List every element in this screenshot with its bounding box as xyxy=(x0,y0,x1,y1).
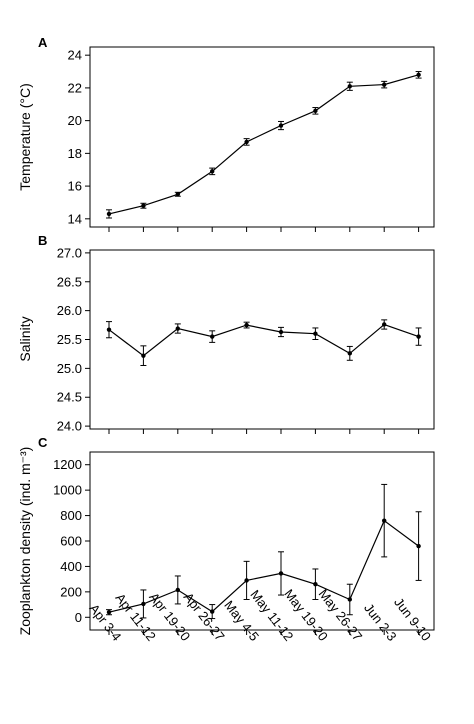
data-point-c xyxy=(175,587,180,593)
data-point-c xyxy=(106,610,112,615)
y-tick-label-a: 16 xyxy=(68,179,82,194)
y-tick-label-b: 24.0 xyxy=(57,419,82,434)
data-point-c xyxy=(278,571,284,576)
y-tick-label-b: 24.5 xyxy=(57,390,82,405)
data-point-c xyxy=(141,601,146,607)
data-point-a xyxy=(382,82,387,87)
data-point-a xyxy=(210,169,215,174)
y-axis-label-b: Salinity xyxy=(17,316,33,361)
y-tick-label-c: 600 xyxy=(60,534,82,549)
y-ticks-a: 14 16 18 20 22 24 xyxy=(68,48,420,232)
y-tick-label-c: 800 xyxy=(60,508,82,523)
data-point-a xyxy=(347,84,352,89)
panel-letter-b: B xyxy=(38,233,47,248)
series-c xyxy=(106,483,422,620)
panel-letter-c: C xyxy=(38,435,48,450)
data-point-c xyxy=(313,582,318,587)
panel-a: A Temperature (°C) 14 16 18 20 22 24 xyxy=(17,35,435,232)
y-ticks-b: 24.0 24.5 25.0 25.5 26.0 26.5 27.0 xyxy=(57,245,420,434)
y-tick-label-a: 24 xyxy=(68,48,82,63)
y-tick-label-b: 25.5 xyxy=(57,332,82,347)
data-point-a xyxy=(313,108,318,114)
series-b xyxy=(106,319,422,366)
data-point-c xyxy=(416,543,421,549)
data-point-b xyxy=(416,334,421,339)
data-point-b xyxy=(210,334,215,339)
data-point-b xyxy=(347,351,352,356)
data-point-c xyxy=(210,609,215,614)
x-category-label: Jun 9-10 xyxy=(391,595,434,644)
data-point-b xyxy=(175,326,180,331)
y-axis-label-c: Zooplankton density (ind. m⁻³) xyxy=(17,447,33,636)
series-a xyxy=(106,71,422,219)
plot-frame-a xyxy=(89,46,435,228)
y-tick-label-c: 1000 xyxy=(53,483,82,498)
data-point-b xyxy=(244,322,249,328)
data-point-a xyxy=(175,192,180,197)
data-point-c xyxy=(244,578,249,583)
data-point-b xyxy=(382,322,387,327)
panel-c: C Zooplankton density (ind. m⁻³) 0 200 400… xyxy=(17,435,435,636)
plot-frame-b xyxy=(89,249,435,430)
y-axis-label-a: Temperature (°C) xyxy=(17,83,33,191)
data-point-a xyxy=(244,139,249,145)
data-point-a xyxy=(278,123,284,128)
data-point-c xyxy=(382,518,387,523)
y-tick-label-c: 200 xyxy=(60,584,82,599)
data-point-a xyxy=(416,72,421,78)
panel-letter-a: A xyxy=(38,35,48,50)
y-tick-label-b: 25.0 xyxy=(57,361,82,376)
y-tick-label-a: 20 xyxy=(68,113,82,128)
y-tick-label-c: 1200 xyxy=(53,457,82,472)
y-tick-label-a: 18 xyxy=(68,146,82,161)
data-point-a xyxy=(141,203,146,208)
series-line-b xyxy=(108,323,419,357)
series-line-a xyxy=(108,74,419,215)
data-point-c xyxy=(347,597,352,602)
y-tick-label-c: 400 xyxy=(60,559,82,574)
y-tick-label-a: 22 xyxy=(68,80,82,95)
data-point-b xyxy=(141,353,146,358)
y-ticks-c: 0 200 400 600 800 1000 1200 xyxy=(53,457,420,635)
y-tick-label-b: 26.5 xyxy=(57,274,82,289)
data-point-b xyxy=(313,331,318,336)
y-tick-label-a: 14 xyxy=(68,211,82,226)
data-point-b xyxy=(278,329,284,335)
y-tick-label-b: 27.0 xyxy=(57,245,82,260)
y-tick-label-c: 0 xyxy=(75,610,82,625)
data-point-b xyxy=(106,327,112,332)
series-line-c xyxy=(108,519,419,613)
panel-b: B Salinity 24.0 24.5 25.0 25.5 26.0 26.5 27.0 xyxy=(17,233,435,434)
y-tick-label-b: 26.0 xyxy=(57,303,82,318)
data-point-a xyxy=(106,211,112,217)
